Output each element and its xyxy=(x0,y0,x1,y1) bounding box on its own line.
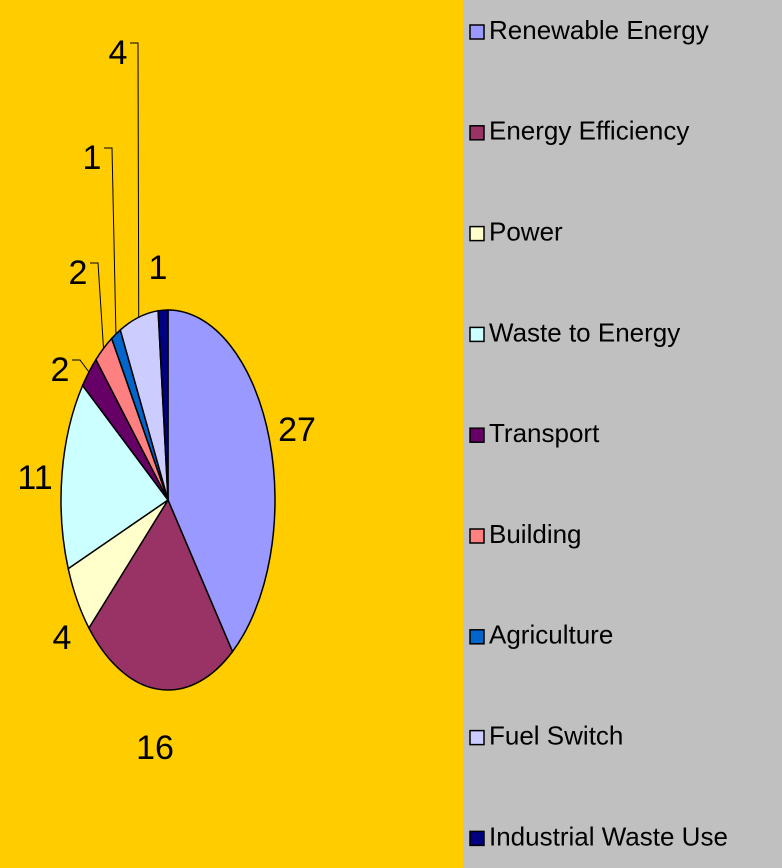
legend-swatch xyxy=(469,729,485,746)
legend-label: Building xyxy=(489,519,582,549)
legend-swatch xyxy=(469,830,485,847)
legend-swatch xyxy=(469,629,485,645)
legend-label: Agriculture xyxy=(489,620,613,650)
legend-swatch xyxy=(469,326,485,343)
pie-slice xyxy=(60,384,170,570)
leader-line xyxy=(90,262,105,349)
data-label: 11 xyxy=(17,459,52,497)
data-label: 2 xyxy=(51,351,70,389)
pie-slice xyxy=(157,309,169,501)
legend-swatch xyxy=(469,427,485,443)
legend-swatch xyxy=(469,24,485,40)
data-label: 16 xyxy=(136,729,174,767)
pie-slice xyxy=(167,309,276,654)
data-label: 2 xyxy=(69,254,88,292)
legend-swatch xyxy=(469,125,485,141)
legend-label: Renewable Energy xyxy=(489,15,709,45)
leader-line xyxy=(72,359,90,373)
pie-slice xyxy=(88,498,234,691)
legend-swatch xyxy=(469,528,485,544)
data-label: 1 xyxy=(83,139,102,177)
legend-label: Industrial Waste Use xyxy=(489,821,728,851)
legend-swatch xyxy=(469,225,485,242)
data-label: 1 xyxy=(149,249,168,287)
data-label: 27 xyxy=(278,411,316,449)
data-label: 4 xyxy=(53,619,72,657)
legend-label: Waste to Energy xyxy=(489,317,680,347)
legend-label: Energy Efficiency xyxy=(489,116,689,146)
legend-label: Power xyxy=(489,216,563,246)
data-label: 4 xyxy=(109,34,128,72)
leader-line xyxy=(130,42,140,318)
legend-background xyxy=(463,0,782,868)
leader-line xyxy=(104,147,117,335)
legend-label: Transport xyxy=(489,418,600,448)
legend-label: Fuel Switch xyxy=(489,720,623,750)
